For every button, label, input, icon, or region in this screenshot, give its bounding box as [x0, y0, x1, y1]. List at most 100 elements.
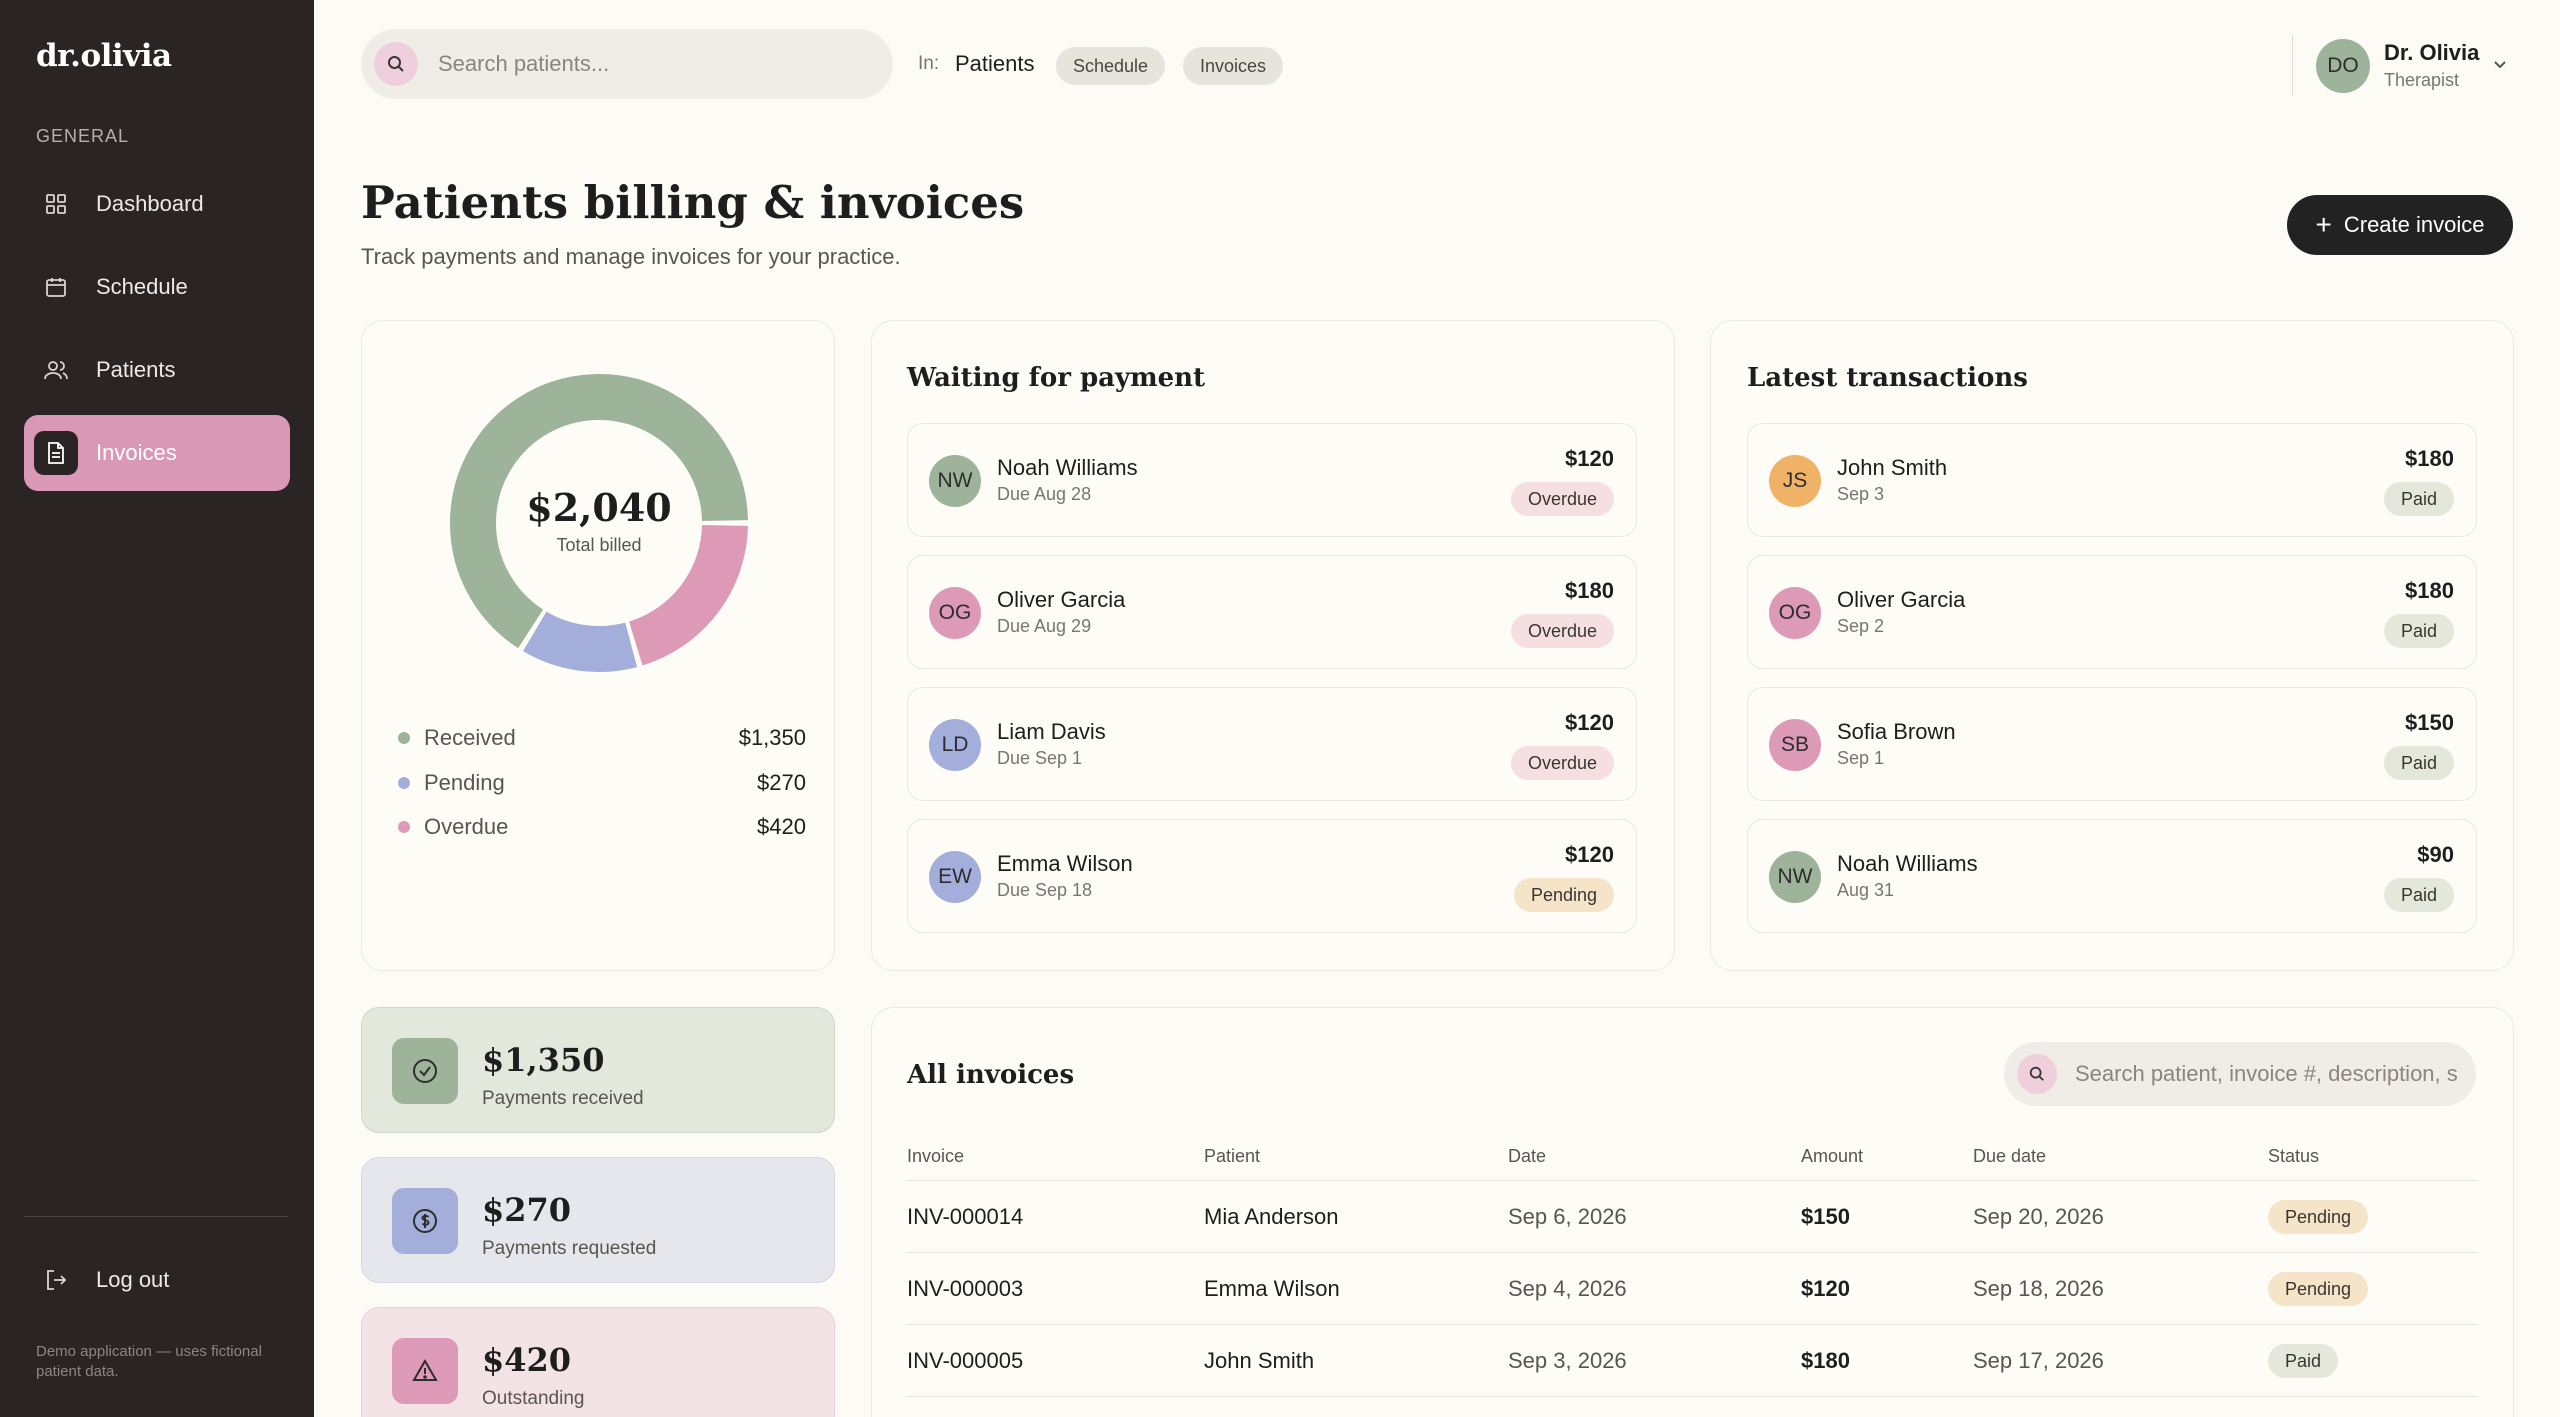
- demo-note: Demo application — uses fictional patien…: [36, 1343, 262, 1380]
- patient-name: Emma Wilson: [997, 851, 1133, 876]
- patient-name: Liam Davis: [997, 719, 1106, 744]
- legend-label: Pending: [424, 770, 505, 795]
- status-badge: Paid: [2383, 878, 2454, 912]
- sidebar-item-dashboard[interactable]: Dashboard: [24, 166, 290, 242]
- invoice-date: Sep 4, 2026: [1508, 1276, 1627, 1301]
- amount: $120: [1565, 446, 1614, 471]
- invoice-id: INV-000003: [907, 1276, 1024, 1301]
- chevron-down-icon[interactable]: [2490, 54, 2510, 79]
- table-row[interactable]: INV-000014 Mia Anderson Sep 6, 2026 $150…: [907, 1181, 2477, 1253]
- stat-payments-received[interactable]: $1,350 Payments received: [361, 1007, 835, 1133]
- search-placeholder: Search patients...: [438, 51, 610, 76]
- column-header-invoice[interactable]: Invoice: [907, 1146, 965, 1166]
- patient-name: Sofia Brown: [1837, 719, 1956, 744]
- billing-donut-chart: [450, 374, 748, 672]
- legend-label: Overdue: [424, 814, 509, 839]
- stat-payments-requested[interactable]: $270 Payments requested: [361, 1157, 835, 1283]
- sidebar-item-patients[interactable]: Patients: [24, 332, 290, 408]
- status-badge: Paid: [2268, 1344, 2339, 1378]
- sidebar-item-label: Dashboard: [96, 191, 204, 216]
- search-icon: [2017, 1054, 2057, 1094]
- amount: $150: [2405, 710, 2454, 735]
- column-header-due-date[interactable]: Due date: [1973, 1146, 2047, 1166]
- nav-section-label: GENERAL: [36, 126, 130, 146]
- stat-label: Payments received: [482, 1088, 644, 1109]
- due-date: Due Aug 28: [997, 484, 1092, 504]
- billing-summary-card: $2,040 Total billed Received $1,350 Pend…: [361, 320, 835, 971]
- waiting-item[interactable]: EW Emma Wilson Due Sep 18 $120 Pending: [907, 819, 1637, 933]
- waiting-item[interactable]: NW Noah Williams Due Aug 28 $120 Overdue: [907, 423, 1637, 537]
- all-invoices-title: All invoices: [907, 1060, 1075, 1090]
- invoice-id: INV-000014: [907, 1204, 1024, 1229]
- amount: $180: [1565, 578, 1614, 603]
- create-invoice-button[interactable]: + Create invoice: [2287, 195, 2513, 255]
- patient-name: Oliver Garcia: [1837, 587, 1966, 612]
- sidebar-item-label: Patients: [96, 357, 176, 382]
- table-row[interactable]: INV-000003 Emma Wilson Sep 4, 2026 $120 …: [907, 1253, 2477, 1325]
- invoice-id: INV-000005: [907, 1348, 1024, 1373]
- stat-outstanding[interactable]: $420 Outstanding: [361, 1307, 835, 1417]
- table-row[interactable]: INV-000005 John Smith Sep 3, 2026 $180 S…: [907, 1325, 2477, 1397]
- status-badge: Paid: [2383, 614, 2454, 648]
- amount: $120: [1565, 710, 1614, 735]
- logout-button[interactable]: Log out: [24, 1242, 290, 1318]
- search-scope-label: In:: [918, 53, 940, 74]
- document-icon: [34, 431, 78, 475]
- logout-label: Log out: [96, 1267, 170, 1292]
- avatar: LD: [929, 719, 981, 771]
- donut-segment-pending[interactable]: [523, 611, 638, 672]
- legend-overdue: Overdue $420: [398, 812, 806, 842]
- users-icon: [34, 348, 78, 392]
- app-logo[interactable]: dr.olivia: [36, 38, 172, 74]
- patient-name: Noah Williams: [1837, 851, 1978, 876]
- stat-value: $1,350: [482, 1041, 605, 1079]
- donut-segment-received[interactable]: [450, 374, 748, 649]
- sidebar-item-schedule[interactable]: Schedule: [24, 249, 290, 325]
- waiting-item[interactable]: LD Liam Davis Due Sep 1 $120 Overdue: [907, 687, 1637, 801]
- invoice-patient: Emma Wilson: [1204, 1276, 1340, 1301]
- invoice-due-date: Sep 17, 2026: [1973, 1348, 2104, 1373]
- column-header-date[interactable]: Date: [1508, 1146, 1547, 1166]
- total-billed-value: $2,040: [526, 485, 672, 530]
- stat-label: Payments requested: [482, 1238, 657, 1259]
- transaction-item[interactable]: NW Noah Williams Aug 31 $90 Paid: [1747, 819, 2477, 933]
- amount: $180: [2405, 446, 2454, 471]
- invoice-due-date: Sep 18, 2026: [1973, 1276, 2104, 1301]
- donut-segment-overdue[interactable]: [628, 524, 748, 666]
- dollar-circle-icon: [392, 1188, 458, 1254]
- patient-search-input[interactable]: Search patients...: [361, 29, 893, 99]
- search-icon: [374, 42, 418, 86]
- invoice-amount: $180: [1801, 1348, 1850, 1373]
- column-header-patient[interactable]: Patient: [1204, 1146, 1261, 1166]
- waiting-item[interactable]: OG Oliver Garcia Due Aug 29 $180 Overdue: [907, 555, 1637, 669]
- invoice-patient: John Smith: [1204, 1348, 1315, 1373]
- avatar: OG: [929, 587, 981, 639]
- legend-dot: [398, 777, 410, 789]
- table-header-divider: [907, 1180, 2477, 1181]
- legend-dot: [398, 821, 410, 833]
- status-badge: Pending: [2268, 1200, 2369, 1234]
- invoice-amount: $150: [1801, 1204, 1850, 1229]
- waiting-payment-title: Waiting for payment: [907, 363, 1206, 393]
- due-date: Due Aug 29: [997, 616, 1092, 636]
- transaction-item[interactable]: OG Oliver Garcia Sep 2 $180 Paid: [1747, 555, 2477, 669]
- column-header-amount[interactable]: Amount: [1801, 1146, 1864, 1166]
- scope-chip-schedule[interactable]: Schedule: [1056, 47, 1166, 85]
- amount: $180: [2405, 578, 2454, 603]
- invoice-patient: Mia Anderson: [1204, 1204, 1339, 1229]
- sidebar-item-label: Schedule: [96, 274, 188, 299]
- status-badge: Pending: [1513, 878, 1614, 912]
- scope-patients[interactable]: Patients: [955, 51, 1035, 76]
- avatar: OG: [1769, 587, 1821, 639]
- amount: $120: [1565, 842, 1614, 867]
- transaction-item[interactable]: JS John Smith Sep 3 $180 Paid: [1747, 423, 2477, 537]
- page-title: Patients billing & invoices: [361, 176, 1025, 229]
- user-avatar[interactable]: DO: [2316, 39, 2370, 93]
- scope-chip-invoices[interactable]: Invoices: [1183, 47, 1284, 85]
- page-subtitle: Track payments and manage invoices for y…: [361, 244, 901, 269]
- invoice-search-input[interactable]: Search patient, invoice #, description, …: [2004, 1042, 2476, 1106]
- transaction-item[interactable]: SB Sofia Brown Sep 1 $150 Paid: [1747, 687, 2477, 801]
- sidebar-item-invoices[interactable]: Invoices: [24, 415, 290, 491]
- column-header-status[interactable]: Status: [2268, 1146, 2320, 1166]
- status-badge: Overdue: [1510, 482, 1614, 516]
